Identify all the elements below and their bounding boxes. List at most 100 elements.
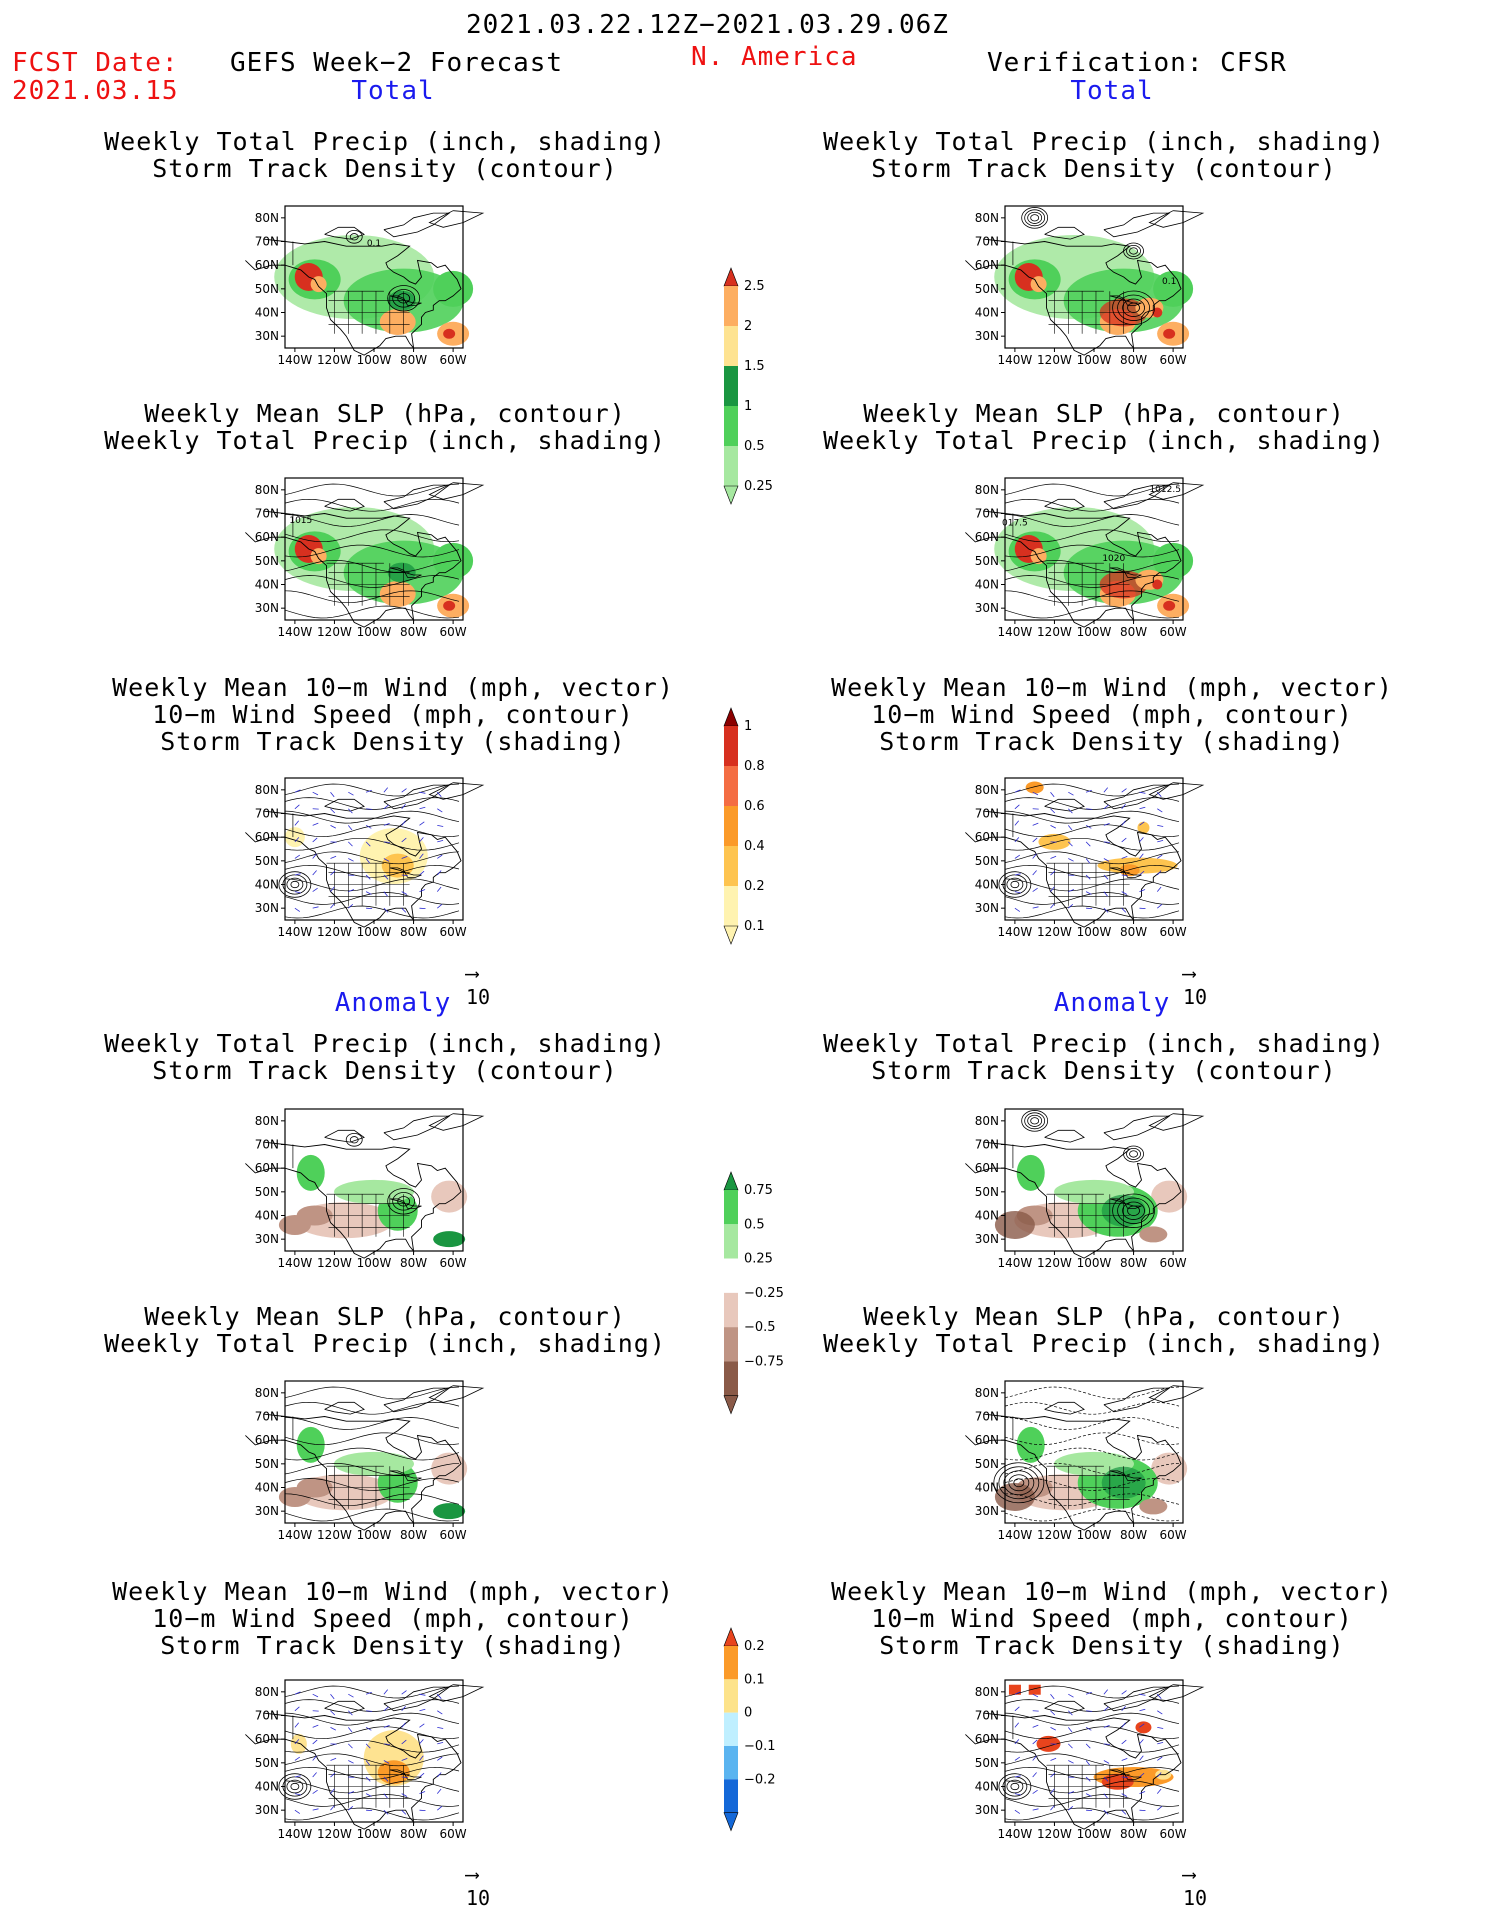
lat-tick-label: 80N — [975, 211, 999, 225]
slp-contour — [284, 559, 460, 573]
lon-tick-label: 80W — [1120, 925, 1147, 939]
wind-vector — [1067, 825, 1073, 831]
colorbar-segment — [724, 1646, 738, 1680]
wind-vector — [294, 1722, 300, 1728]
wind-vector — [383, 858, 390, 862]
track-density-shading — [1119, 864, 1140, 877]
lat-tick-label: 60N — [255, 530, 279, 544]
precip-anomaly-shading — [433, 1503, 466, 1520]
wind-vector — [437, 903, 443, 909]
wind-vector — [348, 1805, 354, 1811]
wind-vector — [1032, 1693, 1039, 1698]
wind-vector — [294, 837, 300, 843]
wind-vector — [330, 870, 336, 876]
wind-vector — [348, 1693, 354, 1698]
wind-speed-contour — [1004, 864, 1180, 878]
storm-track-contour — [1030, 214, 1040, 222]
storm-track-contour — [387, 1188, 421, 1215]
wind-speed-contour — [1004, 878, 1180, 892]
map-precip-track-verification: 0.1 80N 70N 60N 50N 40N 30N 140W 120W 100W 80W 60W — [965, 205, 1205, 367]
lat-tick-label: 60N — [975, 830, 999, 844]
wind-vector — [347, 1710, 353, 1716]
slp-contour — [1004, 1447, 1180, 1461]
title-slp-precip-r1: Weekly Mean SLP (hPa, contour) Weekly Tot… — [823, 399, 1385, 455]
wind-vector — [1014, 1756, 1021, 1761]
wind-vector — [1050, 903, 1055, 909]
lat-tick-label: 30N — [975, 1504, 999, 1518]
slp-contour — [284, 590, 460, 604]
wind-vector — [437, 1756, 443, 1761]
lat-tick-label: 80N — [975, 1114, 999, 1128]
vector-scale-ref: ⟶ 10 — [1183, 1862, 1208, 1910]
colorbar-label: −0.1 — [744, 1739, 776, 1754]
wind-vector — [1085, 1743, 1091, 1749]
wind-vector — [330, 886, 335, 892]
lon-tick-label: 100W — [357, 1528, 392, 1542]
storm-track-contour — [397, 293, 411, 304]
wind-vector — [1014, 804, 1020, 810]
lat-tick-label: 50N — [975, 854, 999, 868]
lat-tick-label: 60N — [255, 1732, 279, 1746]
wind-vector — [1085, 789, 1092, 793]
title-precip-track-l2: Weekly Total Precip (inch, shading) Storm… — [104, 1029, 666, 1085]
lon-tick-label: 80W — [1120, 1827, 1147, 1841]
wind-vector — [419, 889, 426, 892]
slp-contour — [284, 1386, 460, 1400]
precip-anomaly-shading — [994, 1210, 1035, 1239]
vector-scale-ref: ⟶ 10 — [1183, 961, 1208, 1009]
map-slp-precip-forecast: 1015 80N 70N 60N 50N 40N 30N 140W 120W 100W 80W 60W — [245, 477, 485, 639]
wind-vector — [312, 837, 318, 843]
lon-tick-label: 60W — [1160, 625, 1187, 639]
colorbar-segment — [724, 286, 738, 326]
wind-vector — [1121, 803, 1126, 810]
wind-vector — [1103, 1689, 1109, 1695]
wind-vector — [1032, 1739, 1038, 1745]
wind-vector — [1121, 1705, 1126, 1712]
lon-tick-label: 60W — [1160, 1256, 1187, 1270]
lat-tick-label: 80N — [255, 783, 279, 797]
wind-vector — [1032, 837, 1038, 843]
lat-tick-label: 60N — [975, 1732, 999, 1746]
lat-tick-label: 50N — [255, 554, 279, 568]
map-precip-track-anomaly-verification: 80N 70N 60N 50N 40N 30N 140W 120W 100W 80W 60W — [965, 1108, 1205, 1270]
lon-tick-label: 140W — [997, 1827, 1032, 1841]
wind-vector — [1032, 906, 1039, 909]
wind-speed-contour — [284, 837, 460, 851]
wind-vector — [401, 1739, 407, 1745]
lat-tick-label: 50N — [255, 1185, 279, 1199]
wind-vector — [401, 907, 407, 913]
wind-vector — [365, 841, 371, 847]
lat-tick-label: 50N — [975, 1185, 999, 1199]
wind-vector — [1121, 1722, 1126, 1728]
wind-vector — [365, 1691, 372, 1695]
contour-label: 0.1 — [1162, 277, 1176, 287]
wind-vector — [1157, 824, 1164, 827]
arctic-island — [1044, 798, 1085, 812]
colorbar-segment — [724, 806, 738, 846]
wind-vector — [294, 891, 301, 894]
wind-vector — [436, 870, 442, 876]
wind-vector — [1068, 791, 1074, 796]
wind-vector — [294, 1706, 300, 1712]
lat-tick-label: 70N — [975, 1138, 999, 1152]
storm-track-contour — [1112, 1193, 1155, 1228]
wind-vector — [1121, 907, 1127, 913]
wind-vector — [1103, 804, 1109, 810]
wind-vector — [294, 789, 301, 793]
wind-speed-contour — [1004, 905, 1180, 919]
storm-track-contour — [1129, 247, 1138, 255]
slp-contour — [284, 1432, 460, 1446]
wind-vector — [419, 870, 425, 876]
lat-tick-label: 40N — [975, 878, 999, 892]
wind-vector — [1156, 1693, 1162, 1699]
wind-vector — [401, 837, 407, 843]
wind-vector — [1085, 1726, 1092, 1731]
lon-tick-label: 120W — [317, 1827, 352, 1841]
wind-vector — [1068, 903, 1074, 909]
wind-vector — [1157, 854, 1163, 859]
lon-tick-label: 100W — [1077, 1528, 1112, 1542]
slp-anomaly-contour — [1013, 1478, 1025, 1488]
map-wind-track-verification: 80N 70N 60N 50N 40N 30N 140W 120W 100W 80W 60W — [965, 777, 1205, 939]
lon-tick-label: 140W — [277, 1256, 312, 1270]
arctic-island — [1148, 482, 1205, 500]
